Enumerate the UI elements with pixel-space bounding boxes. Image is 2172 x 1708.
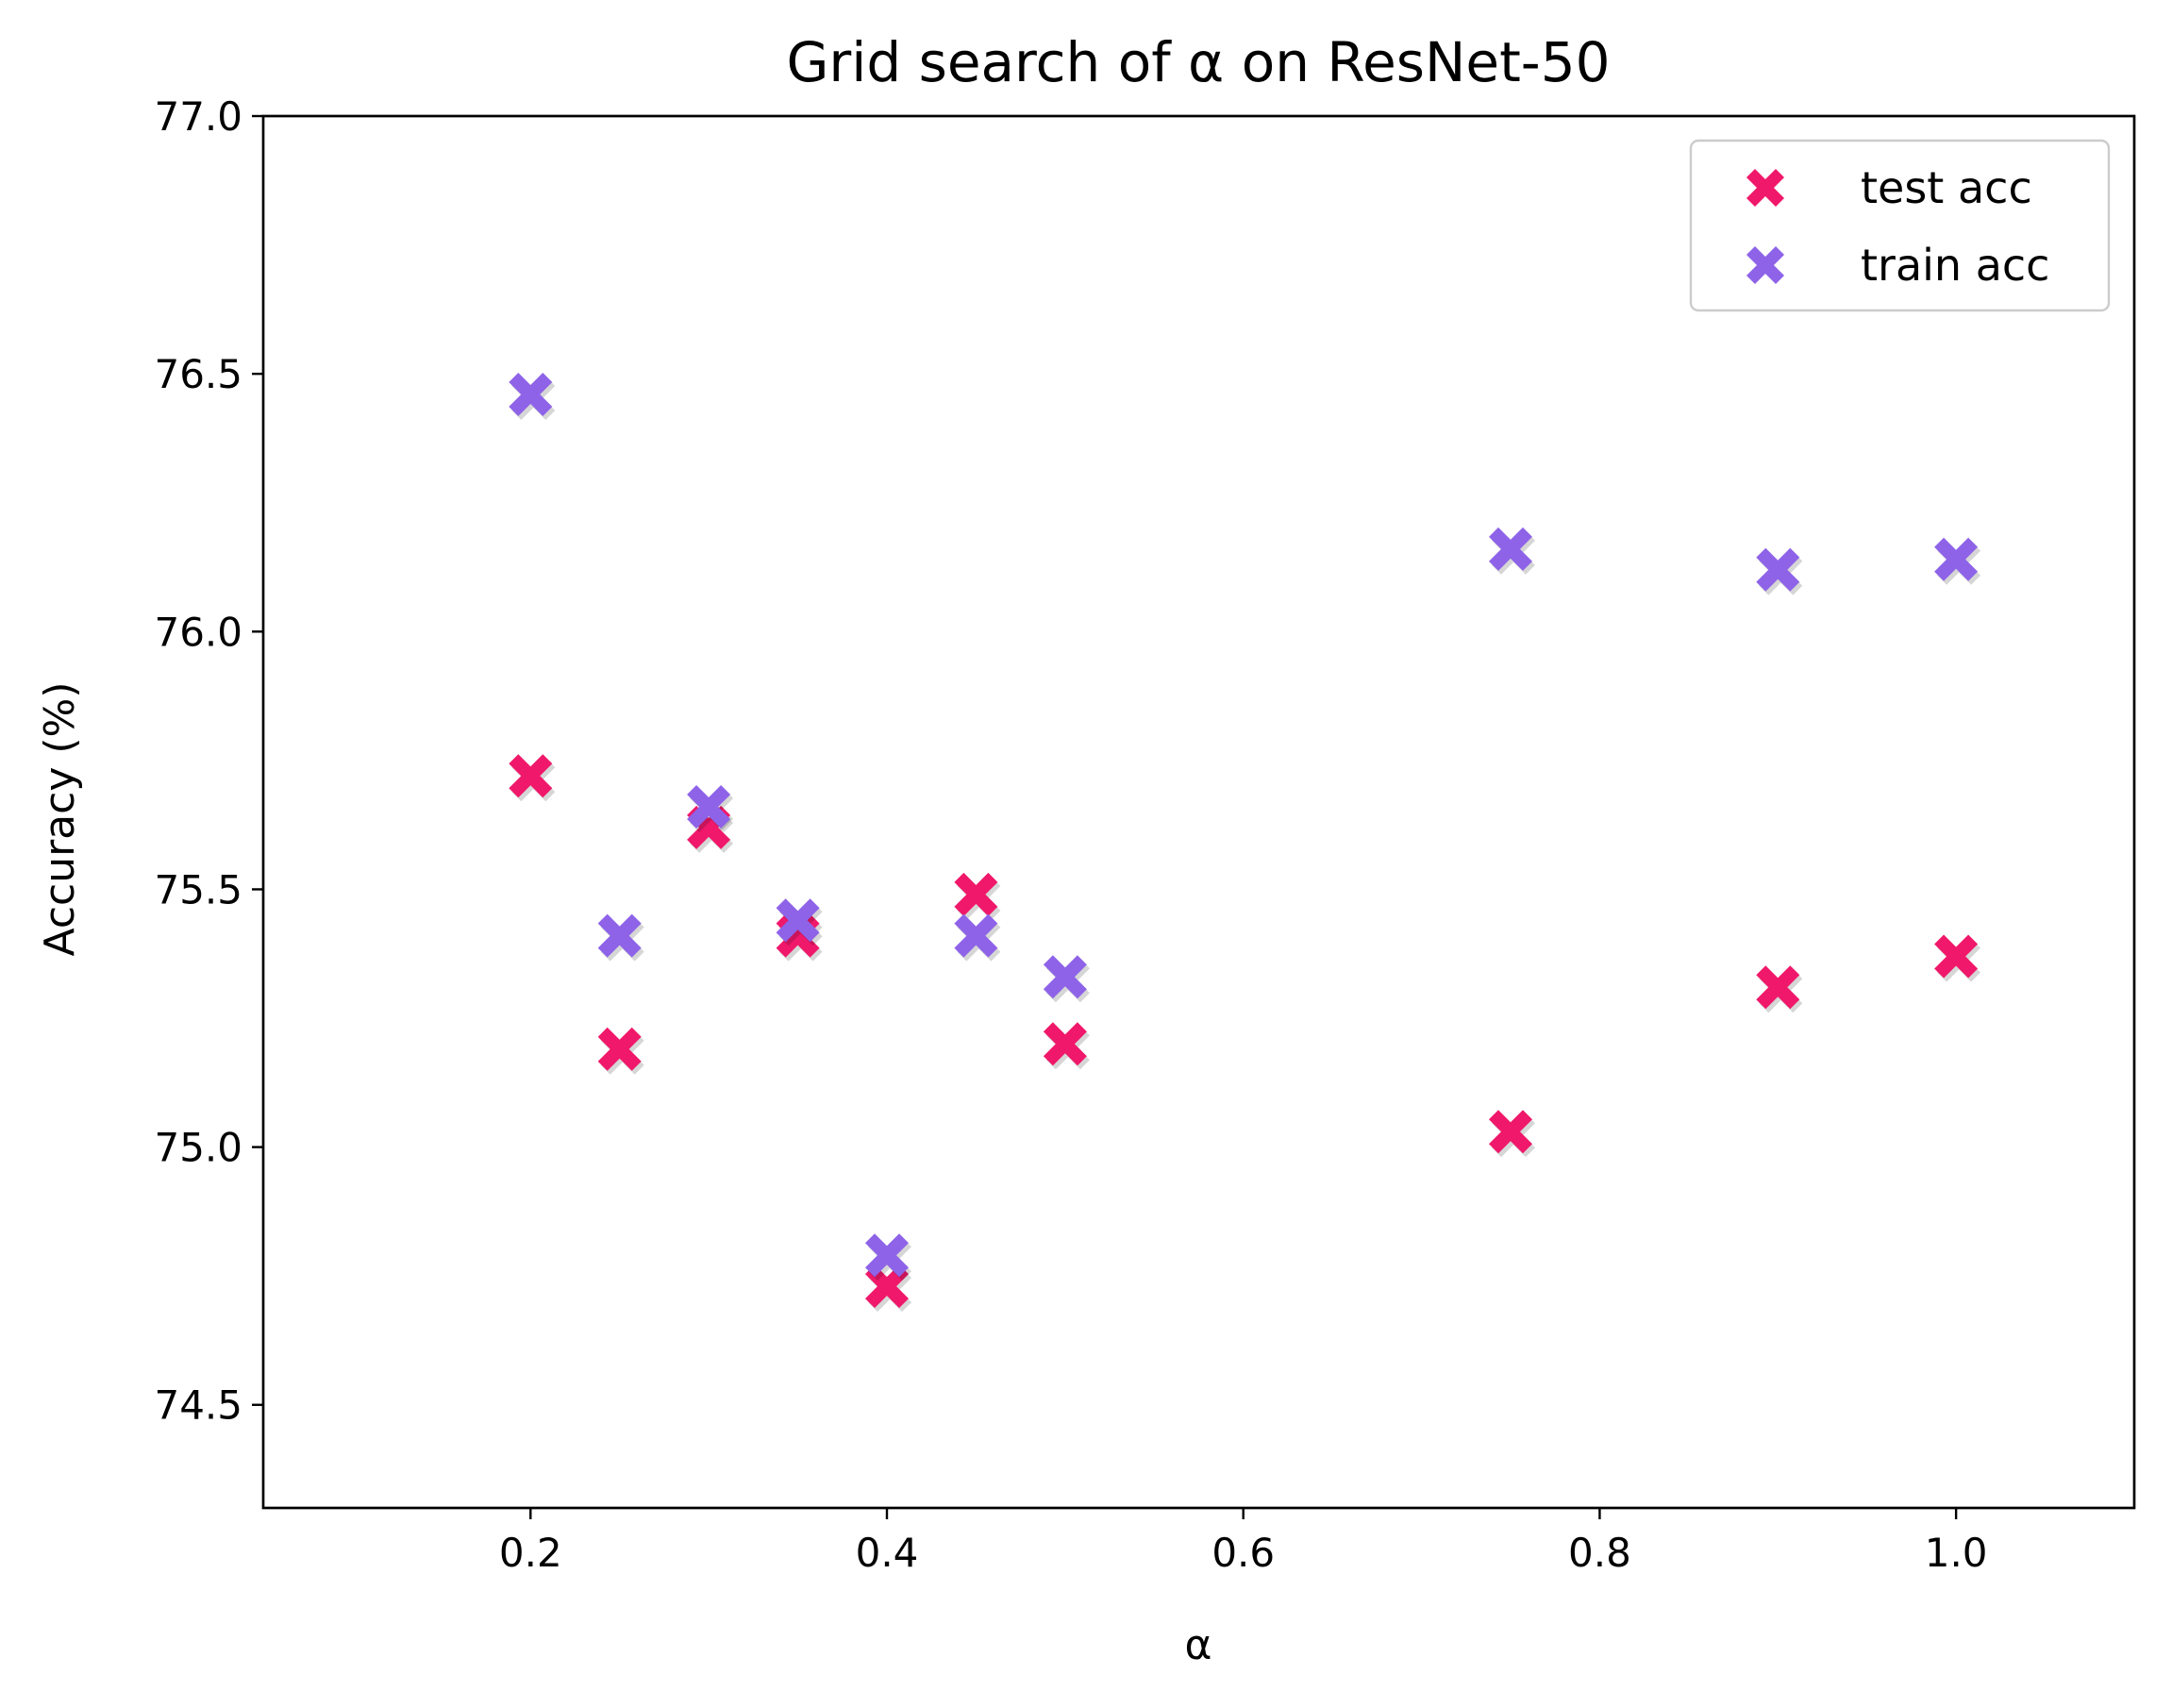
legend-box: [1689, 139, 2111, 312]
data-point-train-acc: [1934, 537, 1979, 581]
y-tick-label: 75.0: [154, 1125, 242, 1171]
data-point-train-acc: [597, 913, 642, 958]
data-point-train-acc: [509, 373, 553, 416]
data-point-test-acc: [1489, 1110, 1532, 1154]
x-tick-label: 1.0: [1925, 1530, 1988, 1576]
data-point-test-acc: [597, 1027, 642, 1071]
y-tick-label: 74.5: [154, 1382, 242, 1429]
data-point-train-acc: [1489, 527, 1532, 571]
plot-marks: [509, 373, 1981, 1313]
x-tick-label: 0.4: [856, 1530, 919, 1576]
x-tick-label: 0.6: [1211, 1530, 1275, 1576]
data-point-test-acc: [1043, 1022, 1087, 1066]
y-axis-label: Accuracy (%): [36, 681, 84, 956]
data-point-train-acc: [1043, 955, 1087, 999]
legend: test acc train acc: [1689, 139, 2111, 312]
y-tick-label: 76.5: [154, 351, 242, 397]
axes: 0.2 0.4 0.6 0.8 1.0 74.5 75.0 75.5 76.0 76.5 77.0: [154, 93, 2136, 1576]
data-point-train-acc: [954, 913, 998, 958]
y-tick-label: 75.5: [154, 866, 242, 913]
data-point-test-acc: [509, 754, 553, 798]
data-point-test-acc: [1934, 934, 1979, 979]
data-point-train-acc: [687, 785, 731, 829]
series-train-acc: [509, 373, 1981, 1281]
data-point-test-acc: [954, 872, 998, 916]
data-point-train-acc: [776, 898, 820, 943]
data-point-test-acc: [1756, 965, 1800, 1010]
legend-marker-train-acc: [1746, 246, 1784, 284]
x-axis-label: α: [1184, 1621, 1211, 1669]
legend-label: train acc: [1861, 240, 2049, 291]
legend-label: test acc: [1861, 162, 2032, 213]
y-tick-label: 77.0: [154, 93, 242, 140]
legend-marker-test-acc: [1746, 169, 1784, 207]
x-tick-label: 0.8: [1568, 1530, 1631, 1576]
plot-frame: [261, 114, 2136, 1510]
x-tick-label: 0.2: [499, 1530, 562, 1576]
y-tick-label: 76.0: [154, 609, 242, 655]
chart-title: Grid search of α on ResNet-50: [786, 30, 1610, 94]
data-point-train-acc: [865, 1233, 909, 1278]
data-point-train-acc: [1756, 547, 1800, 592]
